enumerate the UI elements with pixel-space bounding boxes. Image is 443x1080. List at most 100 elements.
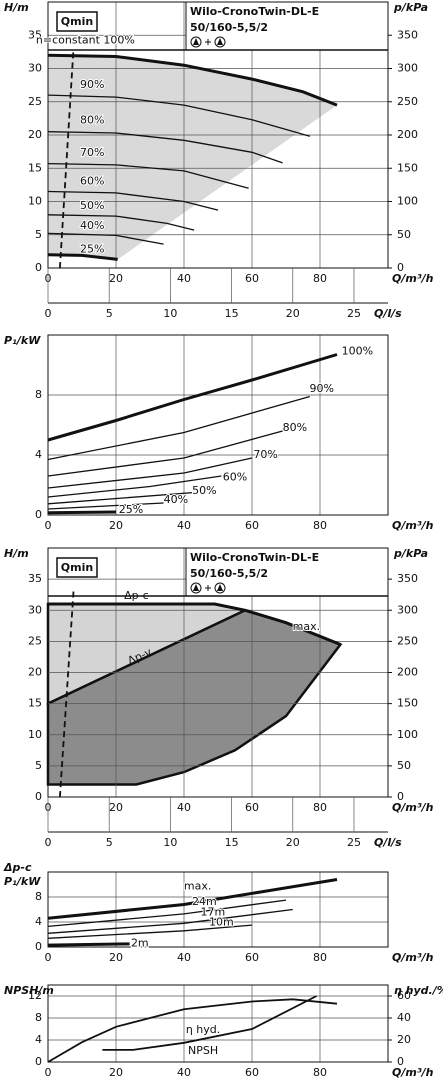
y-tick-label: 5 — [35, 228, 42, 241]
y2-tick-label: 250 — [397, 634, 418, 647]
curve — [102, 995, 318, 1051]
y-tick-label: 35 — [28, 572, 42, 585]
curve-label: 17m — [201, 906, 226, 919]
curve-label: 40% — [80, 219, 104, 232]
curve — [47, 878, 338, 920]
y2-tick-label: 150 — [397, 161, 418, 174]
y-tick-label: 30 — [28, 603, 42, 616]
x2-axis-label: Q/l/s — [374, 836, 402, 849]
qmin-line — [59, 48, 75, 269]
curve — [47, 491, 195, 505]
y2-tick-label: 0 — [397, 1055, 404, 1068]
curve — [47, 190, 219, 211]
x-tick-label: 40 — [177, 1066, 191, 1079]
y2-tick-label: 60 — [397, 989, 411, 1002]
y-axis-label: P₁/kW — [4, 334, 41, 347]
y-tick-label: 8 — [35, 388, 42, 401]
curve — [47, 395, 310, 461]
curve — [47, 53, 338, 107]
title: 50/160-5,5/2 — [190, 21, 268, 34]
pump-symbol — [193, 38, 199, 45]
pump-symbol — [217, 584, 223, 591]
y-axis-label: Δp-c — [3, 861, 32, 874]
y2-tick-label: 100 — [397, 195, 418, 208]
y2-tick-label: 300 — [397, 62, 418, 75]
curve — [47, 353, 338, 442]
x-tick-label: 60 — [245, 519, 259, 532]
y-tick-label: 20 — [28, 128, 42, 141]
curve-label: 25% — [80, 242, 104, 255]
y2-tick-label: 0 — [397, 790, 404, 803]
y2-tick-label: 20 — [397, 1033, 411, 1046]
plot-frame — [47, 334, 389, 516]
plus-symbol — [205, 39, 211, 45]
x-tick-label: 80 — [313, 1066, 327, 1079]
y-tick-label: 15 — [28, 697, 42, 710]
x-axis-label: Q/m³/h — [392, 272, 434, 285]
y-tick-label: 0 — [35, 940, 42, 953]
plot-frame — [47, 871, 389, 948]
operating-area — [48, 55, 337, 260]
y-tick-label: 0 — [35, 1055, 42, 1068]
x2-tick-label: 15 — [225, 307, 239, 320]
y-tick-label: 25 — [28, 634, 42, 647]
x2-tick-label: 25 — [347, 307, 361, 320]
curve-label: 60% — [80, 175, 104, 188]
x-tick-label: 60 — [245, 951, 259, 964]
x-tick-label: 40 — [177, 801, 191, 814]
x-tick-label: 40 — [177, 272, 191, 285]
curve-label: 90% — [80, 78, 104, 91]
y2-tick-label: 150 — [397, 697, 418, 710]
curve-label: 70% — [253, 448, 277, 461]
x2-tick-label: 10 — [163, 836, 177, 849]
x-axis-label: Q/m³/h — [392, 519, 434, 532]
y2-tick-label: 50 — [397, 759, 411, 772]
y-tick-label: 12 — [28, 989, 42, 1002]
curve-label: NPSH — [188, 1044, 218, 1057]
curve-label: 10m — [209, 916, 234, 929]
y-tick-label: 20 — [28, 666, 42, 679]
y-axis-label: H/m — [4, 1, 29, 14]
x-tick-label: 60 — [245, 801, 259, 814]
y-tick-label: 15 — [28, 161, 42, 174]
y-axis-label: NPSH/m — [4, 984, 54, 997]
plot-frame — [47, 984, 389, 1063]
curve-label: max. — [293, 620, 320, 633]
pump-symbol — [193, 584, 199, 591]
x-tick-label: 0 — [45, 519, 52, 532]
y-tick-label: 25 — [28, 95, 42, 108]
curve-label: 80% — [80, 113, 104, 126]
x-axis-label: Q/m³/h — [392, 951, 434, 964]
x-tick-label: 20 — [109, 951, 123, 964]
x2-tick-label: 5 — [106, 307, 113, 320]
y2-tick-label: 300 — [397, 603, 418, 616]
title: Wilo-CronoTwin-DL-E — [190, 5, 319, 18]
curve — [47, 475, 222, 498]
curve — [47, 502, 164, 510]
y-tick-label: 8 — [35, 1011, 42, 1024]
curve-label: max. — [184, 879, 211, 892]
x-tick-label: 80 — [313, 519, 327, 532]
curve-label: 50% — [192, 484, 216, 497]
curve — [47, 430, 283, 477]
curve — [48, 602, 341, 646]
x2-tick-label: 0 — [45, 307, 52, 320]
y-tick-label: 4 — [35, 915, 42, 928]
x2-tick-label: 10 — [163, 307, 177, 320]
x2-axis-label: Q/l/s — [374, 307, 402, 320]
qmin-label: Qmin — [61, 15, 93, 28]
y-axis-label: P₁/kW — [4, 875, 41, 888]
curve — [47, 510, 117, 515]
x2-tick-label: 20 — [286, 307, 300, 320]
x2-tick-label: 15 — [225, 836, 239, 849]
y-tick-label: 5 — [35, 759, 42, 772]
x-tick-label: 40 — [177, 519, 191, 532]
region-label: Δp-c — [124, 589, 149, 602]
x-tick-label: 80 — [313, 272, 327, 285]
y2-tick-label: 350 — [397, 28, 418, 41]
curve — [47, 899, 287, 928]
curve — [47, 232, 164, 245]
y-tick-label: 4 — [35, 1033, 42, 1046]
y-tick-label: 10 — [28, 195, 42, 208]
y2-tick-label: 40 — [397, 1011, 411, 1024]
